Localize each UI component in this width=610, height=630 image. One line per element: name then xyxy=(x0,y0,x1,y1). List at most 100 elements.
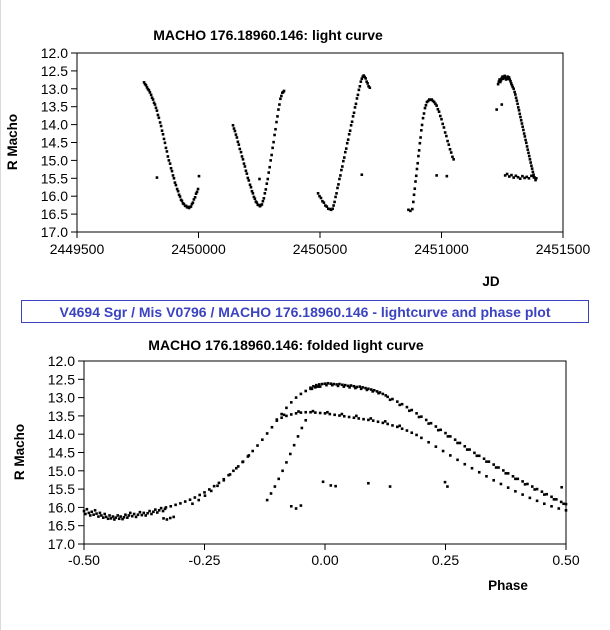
data-point xyxy=(261,199,265,203)
data-point xyxy=(514,477,517,481)
data-point xyxy=(504,78,508,81)
data-point xyxy=(411,207,414,211)
data-point xyxy=(530,164,533,168)
data-point xyxy=(156,113,160,117)
data-point xyxy=(499,80,502,84)
data-point xyxy=(504,76,507,80)
data-point xyxy=(346,138,350,141)
data-point xyxy=(169,505,173,508)
data-point xyxy=(150,512,153,516)
y-tick-label: 15.5 xyxy=(41,170,68,186)
data-point xyxy=(357,417,361,420)
data-point xyxy=(519,115,522,119)
data-point xyxy=(418,141,422,145)
data-point xyxy=(415,412,418,415)
data-point xyxy=(314,411,317,414)
data-point xyxy=(415,433,418,437)
data-point xyxy=(289,401,293,404)
data-point xyxy=(130,514,134,518)
data-point xyxy=(309,386,312,390)
data-point xyxy=(410,431,414,435)
data-point xyxy=(527,154,531,158)
data-point xyxy=(521,125,524,129)
data-point xyxy=(529,161,532,164)
data-point xyxy=(304,389,308,393)
data-point xyxy=(434,425,438,428)
data-point xyxy=(265,432,269,435)
data-point xyxy=(436,428,440,432)
data-point xyxy=(487,460,491,463)
data-point xyxy=(343,383,347,387)
data-point xyxy=(512,87,515,91)
data-point xyxy=(420,123,424,127)
data-point xyxy=(268,165,271,169)
data-point xyxy=(161,509,165,513)
data-point xyxy=(98,511,102,515)
data-point xyxy=(521,480,524,483)
data-point xyxy=(164,146,168,150)
data-point xyxy=(273,133,276,137)
data-point xyxy=(136,513,140,517)
data-point xyxy=(524,138,527,142)
data-point xyxy=(364,77,367,80)
data-point xyxy=(520,122,524,125)
data-point xyxy=(196,187,200,191)
data-point xyxy=(412,193,416,197)
data-point xyxy=(502,469,505,472)
data-point xyxy=(325,205,329,208)
x-tick-label: -0.25 xyxy=(189,552,221,568)
data-point xyxy=(255,201,259,204)
star-id-banner-text: V4694 Sgr / Mis V0796 / MACHO 176.18960.… xyxy=(59,303,551,320)
data-point xyxy=(352,416,356,420)
data-point xyxy=(516,102,519,106)
data-point xyxy=(526,148,530,151)
data-point xyxy=(485,460,488,463)
data-point xyxy=(319,196,323,200)
data-point xyxy=(366,82,369,85)
data-point xyxy=(163,141,167,145)
data-point xyxy=(540,490,544,493)
data-point xyxy=(316,385,320,388)
data-point xyxy=(280,412,283,416)
data-point xyxy=(386,395,389,399)
data-point xyxy=(452,158,455,161)
data-point xyxy=(527,177,531,180)
x-tick-label: 2450000 xyxy=(171,241,226,257)
data-point xyxy=(360,77,364,81)
data-point xyxy=(495,108,498,111)
data-point xyxy=(494,466,498,469)
data-point xyxy=(331,207,334,211)
x-tick-label: 2450500 xyxy=(293,241,348,257)
data-point xyxy=(128,511,132,515)
data-point xyxy=(349,384,353,387)
data-point xyxy=(360,173,364,177)
data-point xyxy=(347,132,351,136)
data-point xyxy=(317,383,321,386)
data-point xyxy=(161,132,165,136)
data-point xyxy=(338,414,341,417)
data-point xyxy=(482,457,486,461)
x-axis-title: JD xyxy=(482,274,500,289)
data-point xyxy=(506,472,510,475)
data-point xyxy=(285,414,288,418)
data-point xyxy=(415,167,419,171)
data-point xyxy=(449,454,452,457)
data-point xyxy=(232,127,236,130)
data-point xyxy=(356,93,360,97)
data-point xyxy=(359,387,363,391)
data-point xyxy=(505,76,509,80)
data-point xyxy=(292,443,296,447)
data-point xyxy=(274,127,277,131)
data-point xyxy=(179,502,182,505)
data-point xyxy=(364,386,367,390)
y-tick-label: 15.0 xyxy=(48,463,75,479)
data-point xyxy=(132,512,136,516)
data-point xyxy=(367,418,370,422)
data-point xyxy=(243,165,247,168)
y-tick-label: 13.5 xyxy=(41,99,68,115)
data-point xyxy=(294,396,298,399)
data-point xyxy=(240,155,244,158)
data-point xyxy=(417,149,421,152)
y-axis-title: R Macho xyxy=(12,424,27,480)
data-point xyxy=(510,83,514,87)
